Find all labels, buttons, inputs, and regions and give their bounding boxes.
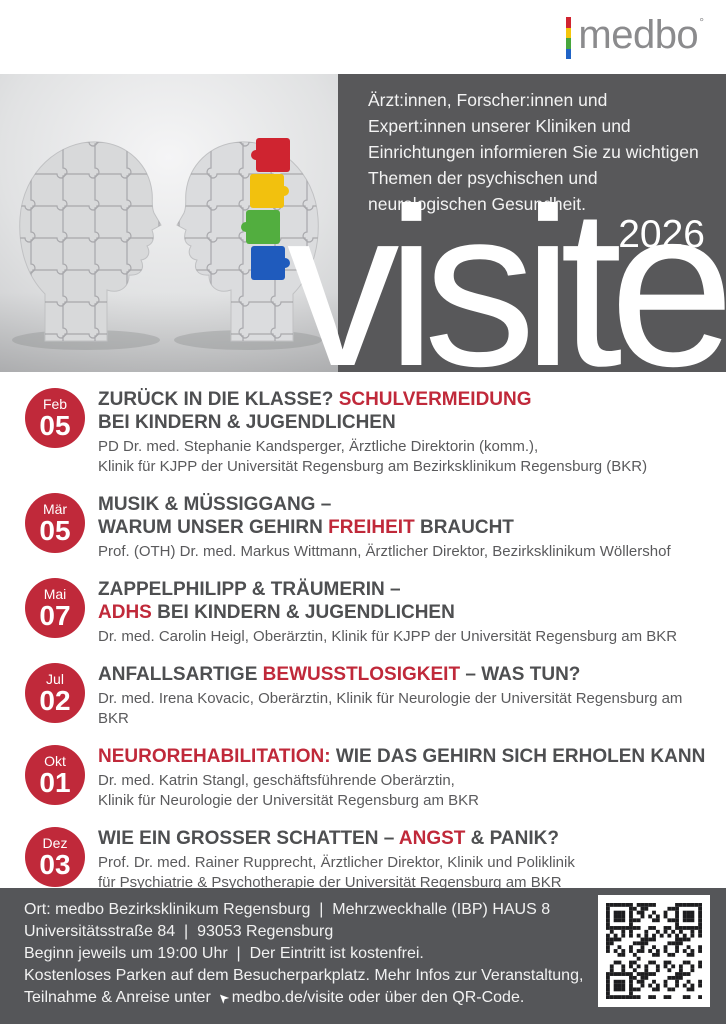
medbo-logo: medbo ° [566, 13, 704, 59]
event-date-badge: Dez 03 [25, 827, 85, 887]
event-title: NEUROREHABILITATION: WIE DAS GEHIRN SICH… [98, 745, 705, 768]
event-day: 03 [39, 848, 71, 880]
event-title-segment: ADHS [98, 602, 152, 623]
event-text: MUSIK & MÜSSIGGANG – WARUM UNSER GEHIRN F… [98, 493, 671, 562]
event-date-badge: Feb 05 [25, 388, 85, 448]
event-row: Mär 05 MUSIK & MÜSSIGGANG – WARUM UNSER G… [25, 493, 708, 562]
header: medbo ° [0, 0, 726, 74]
event-row: Jul 02 ANFALLSARTIGE BEWUSSTLOSIGKEIT – … [25, 663, 708, 729]
event-title-segment: NEUROREHABILITATION: [98, 746, 331, 767]
event-speakers: Prof. Dr. med. Rainer Rupprecht, Ärztlic… [98, 854, 575, 891]
footer-link-prefix: Teilnahme & Anreise unter [24, 989, 211, 1006]
event-text: ZAPPELPHILIPP & TRÄUMERIN – ADHS BEI KIND… [98, 578, 677, 647]
event-title-segment: WIE DAS GEHIRN SICH ERHOLEN KANN [330, 746, 706, 767]
event-speakers: Dr. med. Carolin Heigl, Oberärztin, Klin… [98, 628, 678, 645]
event-month: Feb [42, 395, 68, 412]
event-date-badge: Okt 01 [25, 745, 85, 805]
hero-year: 2026 [618, 213, 705, 256]
hero-panel: Ärzt:innen, Forscher:innen und Expert:in… [338, 74, 726, 372]
event-title-segment: WIE EIN GROSSER SCHATTEN – [98, 828, 399, 849]
event-text: ZURÜCK IN DIE KLASSE? SCHULVERMEIDUNG BEI… [98, 388, 647, 477]
logo-bar-yellow [566, 27, 572, 38]
event-title-segment: BRAUCHT [414, 517, 514, 538]
event-title: ZAPPELPHILIPP & TRÄUMERIN – ADHS BEI KIND… [98, 578, 677, 624]
event-title: MUSIK & MÜSSIGGANG – WARUM UNSER GEHIRN F… [98, 493, 671, 539]
logo-bar-blue [566, 48, 572, 59]
event-month: Dez [42, 834, 68, 851]
medbo-logo-text: medbo [578, 13, 699, 57]
event-title-segment: MUSIK & MÜSSIGGANG – [98, 494, 332, 515]
event-title-segment: ANFALLSARTIGE [98, 664, 263, 685]
event-row: Okt 01 NEUROREHABILITATION: WIE DAS GEHI… [25, 745, 708, 811]
event-date-badge: Mai 07 [25, 578, 85, 638]
event-date-badge: Jul 02 [25, 663, 85, 723]
logo-bar-green [566, 38, 572, 49]
event-text: WIE EIN GROSSER SCHATTEN – ANGST & PANIK… [98, 827, 575, 893]
footer-line-location: Ort: medbo Bezirksklinikum Regensburg | … [24, 901, 551, 918]
hero-section: Ärzt:innen, Forscher:innen und Expert:in… [0, 74, 726, 372]
event-row: Feb 05 ZURÜCK IN DIE KLASSE? SCHULVERMEI… [25, 388, 708, 477]
footer: Ort: medbo Bezirksklinikum Regensburg | … [0, 888, 726, 1024]
footer-line-parking: Kostenloses Parken auf dem Besucherparkp… [24, 967, 584, 984]
event-speakers: Dr. med. Katrin Stangl, geschäftsführend… [98, 772, 480, 809]
footer-line-time: Beginn jeweils um 19:00 Uhr | Der Eintri… [24, 945, 424, 962]
event-month: Mai [43, 585, 67, 602]
event-title: ZURÜCK IN DIE KLASSE? SCHULVERMEIDUNG BEI… [98, 388, 647, 434]
colored-puzzle-pieces [241, 138, 290, 280]
event-month: Mär [42, 500, 68, 517]
event-title: WIE EIN GROSSER SCHATTEN – ANGST & PANIK… [98, 827, 575, 850]
event-title-segment: WARUM UNSER GEHIRN [98, 517, 329, 538]
visite-wordmark: visite [287, 161, 726, 372]
event-title-segment: – WAS TUN? [460, 664, 581, 685]
event-title-segment: & PANIK? [465, 828, 559, 849]
event-row: Mai 07 ZAPPELPHILIPP & TRÄUMERIN – ADHS B… [25, 578, 708, 647]
event-day: 05 [39, 514, 71, 546]
footer-link-suffix: oder über den QR-Code. [343, 989, 525, 1006]
hero-intro-text: Ärzt:innen, Forscher:innen und Expert:in… [368, 90, 699, 214]
footer-line-link: Teilnahme & Anreise unter ➤medbo.de/visit… [24, 987, 583, 1009]
event-title-segment: ANGST [398, 828, 466, 849]
event-month: Jul [46, 670, 64, 687]
medbo-logo-colorbar-icon [566, 17, 572, 59]
event-speakers: PD Dr. med. Stephanie Kandsperger, Ärztl… [98, 438, 648, 475]
event-text: ANFALLSARTIGE BEWUSSTLOSIGKEIT – WAS TUN… [98, 663, 708, 729]
event-speakers: Dr. med. Irena Kovacic, Oberärztin, Klin… [98, 690, 683, 727]
event-day: 01 [39, 766, 71, 798]
event-month: Okt [44, 752, 66, 769]
event-speakers: Prof. (OTH) Dr. med. Markus Wittmann, Är… [98, 543, 671, 560]
footer-info: Ort: medbo Bezirksklinikum Regensburg | … [24, 899, 583, 1009]
qr-code [598, 895, 710, 1007]
footer-line-address: Universitätsstraße 84 | 93053 Regensburg [24, 923, 334, 940]
puzzle-heads-image [0, 74, 338, 372]
footer-url[interactable]: medbo.de/visite [231, 989, 344, 1006]
event-day: 05 [39, 409, 71, 441]
event-list: Feb 05 ZURÜCK IN DIE KLASSE? SCHULVERMEI… [0, 372, 726, 891]
event-date-badge: Mär 05 [25, 493, 85, 553]
event-title-segment: FREIHEIT [328, 517, 415, 538]
event-title-segment: SCHULVERMEIDUNG [338, 389, 532, 410]
event-row: Dez 03 WIE EIN GROSSER SCHATTEN – ANGST … [25, 827, 708, 893]
event-day: 02 [39, 684, 71, 716]
registered-mark: ° [699, 15, 704, 29]
event-title-segment: BEI KINDERN & JUGENDLICHEN [98, 412, 396, 433]
event-title-segment: BEI KINDERN & JUGENDLICHEN [151, 602, 455, 623]
event-text: NEUROREHABILITATION: WIE DAS GEHIRN SICH… [98, 745, 705, 811]
event-title: ANFALLSARTIGE BEWUSSTLOSIGKEIT – WAS TUN… [98, 663, 708, 686]
event-title-segment: ZURÜCK IN DIE KLASSE? [98, 389, 339, 410]
event-title-segment: BEWUSSTLOSIGKEIT [262, 664, 461, 685]
logo-bar-red [566, 17, 572, 28]
event-day: 07 [39, 599, 71, 631]
event-title-segment: ZAPPELPHILIPP & TRÄUMERIN – [98, 579, 401, 600]
